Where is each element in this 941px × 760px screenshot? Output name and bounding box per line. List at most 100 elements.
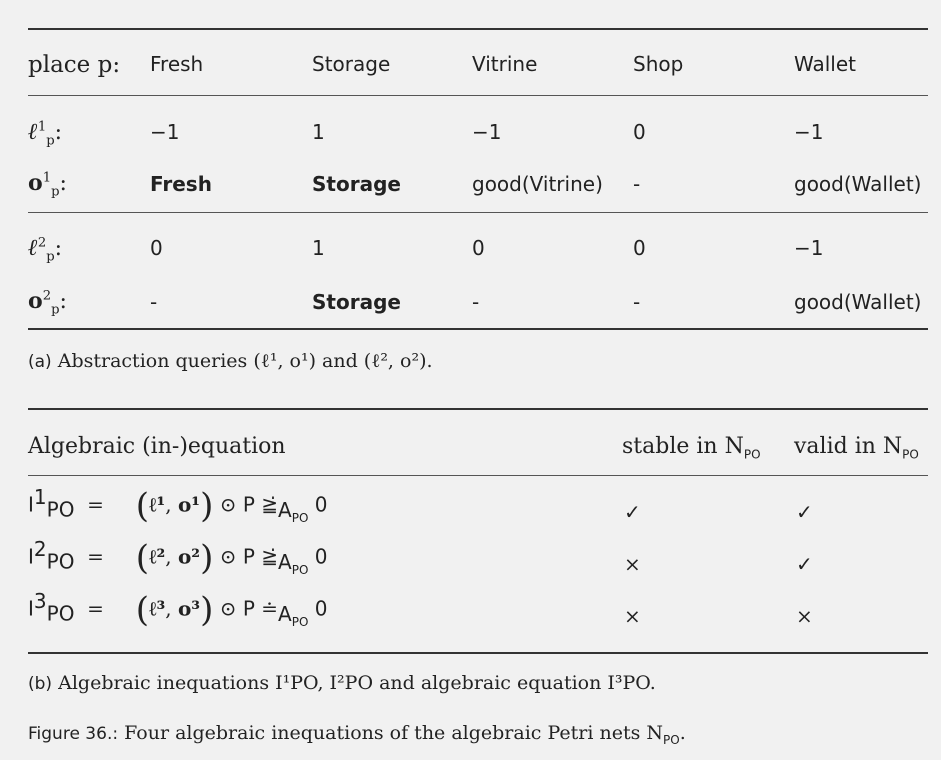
eq-rel: ≐	[261, 596, 279, 621]
eq-l: ℓ¹	[148, 492, 166, 517]
eq-lhs: I	[28, 492, 34, 517]
header-valid-text: valid in N	[794, 434, 903, 459]
eq-lhs-sup: 1	[33, 484, 47, 509]
stable-mark-3: ×	[624, 604, 641, 628]
row-symbol-sup: 2	[42, 288, 52, 304]
caption-b-tag: (b)	[28, 674, 53, 694]
eq-o: o³	[177, 596, 201, 621]
header-stable: stable in NPO	[622, 434, 761, 462]
table-b-header-rule	[28, 475, 928, 476]
row-label-o1: o1p:	[28, 170, 67, 200]
row-label-l1: ℓ1p:	[28, 118, 63, 149]
header-stable-text: stable in N	[622, 434, 744, 459]
cell-o2-vitrine: -	[472, 290, 480, 314]
equation-row-1: I1PO = (ℓ¹, o¹) ⊙ P ≧̇APO 0	[28, 484, 328, 526]
cell-l2-vitrine: 0	[472, 236, 485, 260]
eq-o: o²	[177, 544, 201, 569]
eq-rel-sub: A	[278, 601, 292, 626]
header-place-label: place p:	[28, 52, 121, 78]
eq-rel-sub2: PO	[291, 614, 309, 629]
cell-l1-vitrine: −1	[472, 120, 502, 144]
eq-rhs: 0	[314, 596, 328, 621]
row-symbol: o	[28, 288, 43, 314]
equation-row-2: I2PO = (ℓ², o²) ⊙ P ≧̇APO 0	[28, 536, 328, 578]
column-header-wallet: Wallet	[794, 52, 857, 76]
row-symbol-sup: 1	[37, 119, 47, 135]
eq-lhs: I	[28, 596, 34, 621]
row-symbol-sub: p	[46, 133, 55, 149]
column-header-storage: Storage	[312, 52, 391, 76]
figure-caption-sub: PO	[663, 732, 680, 747]
figure-caption-tag: Figure 36.:	[28, 724, 119, 744]
column-header-shop: Shop	[633, 52, 684, 76]
cell-o1-vitrine: good(Vitrine)	[472, 172, 603, 196]
cell-o2-storage: Storage	[312, 290, 401, 314]
eq-rel: ≧̇	[261, 544, 279, 569]
valid-mark-3: ×	[796, 604, 813, 628]
eq-l: ℓ²	[148, 544, 166, 569]
eq-lhs-sub: PO	[46, 497, 75, 522]
table-a-header-rule	[28, 95, 928, 96]
header-valid: valid in NPO	[794, 434, 919, 462]
figure-caption-text: Four algebraic inequations of the algebr…	[124, 722, 664, 744]
cell-l2-wallet: −1	[794, 236, 824, 260]
header-algebraic-equation: Algebraic (in-)equation	[28, 434, 286, 459]
cell-l2-shop: 0	[633, 236, 646, 260]
eq-lhs-sub: PO	[46, 549, 75, 574]
column-header-fresh: Fresh	[150, 52, 204, 76]
cell-l1-wallet: −1	[794, 120, 824, 144]
cell-o1-wallet: good(Wallet)	[794, 172, 922, 196]
header-stable-sub: PO	[743, 447, 761, 462]
eq-rel-sub: A	[278, 497, 292, 522]
eq-lhs-sup: 3	[33, 588, 47, 613]
cell-o2-shop: -	[633, 290, 641, 314]
cell-o1-shop: -	[633, 172, 641, 196]
figure-caption: Figure 36.: Four algebraic inequations o…	[28, 722, 686, 747]
eq-lhs-sup: 2	[33, 536, 47, 561]
table-a-top-rule	[28, 28, 928, 30]
caption-a-tag: (a)	[28, 352, 52, 372]
row-symbol-sub: p	[51, 184, 60, 200]
column-header-vitrine: Vitrine	[472, 52, 538, 76]
cell-l1-storage: 1	[312, 120, 325, 144]
valid-mark-1: ✓	[796, 500, 813, 524]
table-a-mid-rule	[28, 212, 928, 213]
stable-mark-2: ×	[624, 552, 641, 576]
caption-a-text: Abstraction queries (ℓ¹, o¹) and (ℓ², o²…	[57, 350, 433, 372]
row-label-o2: o2p:	[28, 288, 67, 318]
row-symbol: o	[28, 170, 43, 196]
table-b-top-rule	[28, 408, 928, 410]
stable-mark-1: ✓	[624, 500, 641, 524]
caption-a: (a) Abstraction queries (ℓ¹, o¹) and (ℓ²…	[28, 350, 433, 373]
row-symbol-sup: 2	[37, 235, 47, 251]
row-symbol-sup: 1	[42, 170, 52, 186]
row-label-l2: ℓ2p:	[28, 234, 63, 265]
caption-b: (b) Algebraic inequations I¹PO, I²PO and…	[28, 672, 656, 694]
table-b-bottom-rule	[28, 652, 928, 654]
cell-l2-fresh: 0	[150, 236, 163, 260]
eq-rel-sub2: PO	[291, 562, 309, 577]
eq-rhs: 0	[314, 492, 328, 517]
cell-o1-storage: Storage	[312, 172, 401, 196]
cell-l1-shop: 0	[633, 120, 646, 144]
cell-l2-storage: 1	[312, 236, 325, 260]
table-a-bottom-rule	[28, 328, 928, 330]
caption-b-text: Algebraic inequations I¹PO, I²PO and alg…	[58, 672, 656, 694]
row-symbol: ℓ	[28, 118, 38, 145]
eq-lhs: I	[28, 544, 34, 569]
row-symbol-sub: p	[46, 249, 55, 265]
eq-rel-sub: A	[278, 549, 292, 574]
row-symbol: ℓ	[28, 234, 38, 261]
eq-l: ℓ³	[148, 596, 166, 621]
eq-rel-sub2: PO	[291, 510, 309, 525]
eq-rel: ≧̇	[261, 492, 279, 517]
eq-o: o¹	[177, 492, 201, 517]
cell-o2-fresh: -	[150, 290, 158, 314]
cell-l1-fresh: −1	[150, 120, 180, 144]
cell-o2-wallet: good(Wallet)	[794, 290, 922, 314]
figure-caption-end: .	[679, 722, 686, 744]
valid-mark-2: ✓	[796, 552, 813, 576]
eq-lhs-sub: PO	[46, 601, 75, 626]
header-valid-sub: PO	[902, 447, 919, 462]
row-symbol-sub: p	[51, 302, 60, 318]
